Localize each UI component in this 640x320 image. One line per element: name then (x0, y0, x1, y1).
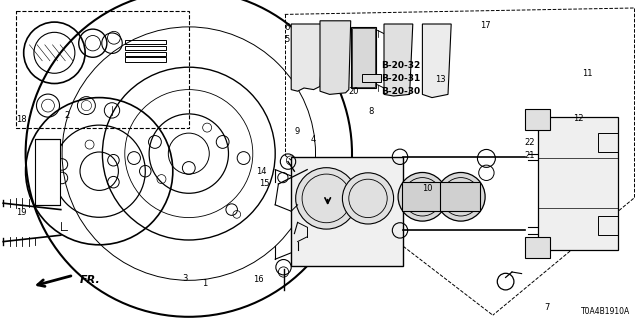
Text: 9: 9 (294, 127, 300, 136)
Bar (16, 11, 189, 128)
Polygon shape (291, 24, 323, 91)
Bar (291, 157, 403, 266)
Circle shape (398, 172, 447, 221)
Text: 4: 4 (310, 135, 316, 144)
Text: 6: 6 (285, 23, 290, 32)
Bar (598, 133, 618, 152)
Text: 5: 5 (285, 36, 290, 44)
Bar (125, 57, 166, 62)
Text: 7: 7 (544, 303, 549, 312)
Circle shape (342, 173, 394, 224)
Text: 1: 1 (202, 279, 207, 288)
Text: 22: 22 (525, 138, 535, 147)
Text: 13: 13 (435, 76, 446, 84)
Text: 21: 21 (525, 151, 535, 160)
Bar (352, 28, 375, 87)
Text: 2: 2 (64, 111, 69, 120)
Polygon shape (422, 24, 451, 98)
Text: 10: 10 (422, 184, 433, 193)
Text: 16: 16 (253, 276, 264, 284)
Bar (125, 40, 166, 44)
Text: B-20-32: B-20-32 (381, 61, 420, 70)
Bar (125, 46, 166, 50)
Circle shape (296, 168, 357, 229)
Bar (538, 117, 618, 250)
Bar (351, 27, 376, 88)
Bar (312, 174, 343, 195)
Bar (125, 52, 166, 56)
Bar (525, 109, 550, 130)
Text: 14: 14 (256, 167, 266, 176)
Text: 12: 12 (573, 114, 583, 123)
Polygon shape (384, 24, 413, 96)
Text: 3: 3 (182, 274, 188, 283)
Text: 8: 8 (368, 108, 373, 116)
Text: 11: 11 (582, 69, 593, 78)
Text: 20: 20 (349, 87, 359, 96)
Text: B-20-30: B-20-30 (381, 87, 420, 96)
Text: 19: 19 (16, 208, 26, 217)
Bar (525, 237, 550, 258)
Bar (35, 139, 60, 205)
Text: 15: 15 (259, 180, 269, 188)
Text: 17: 17 (480, 21, 491, 30)
Text: FR.: FR. (80, 275, 100, 285)
Text: T0A4B1910A: T0A4B1910A (581, 308, 630, 316)
Bar (598, 216, 618, 235)
Bar (402, 182, 442, 211)
Text: 18: 18 (16, 116, 27, 124)
Text: B-20-31: B-20-31 (381, 74, 420, 83)
Bar (440, 182, 480, 211)
Circle shape (436, 172, 485, 221)
Polygon shape (320, 21, 351, 94)
Bar (362, 74, 381, 82)
